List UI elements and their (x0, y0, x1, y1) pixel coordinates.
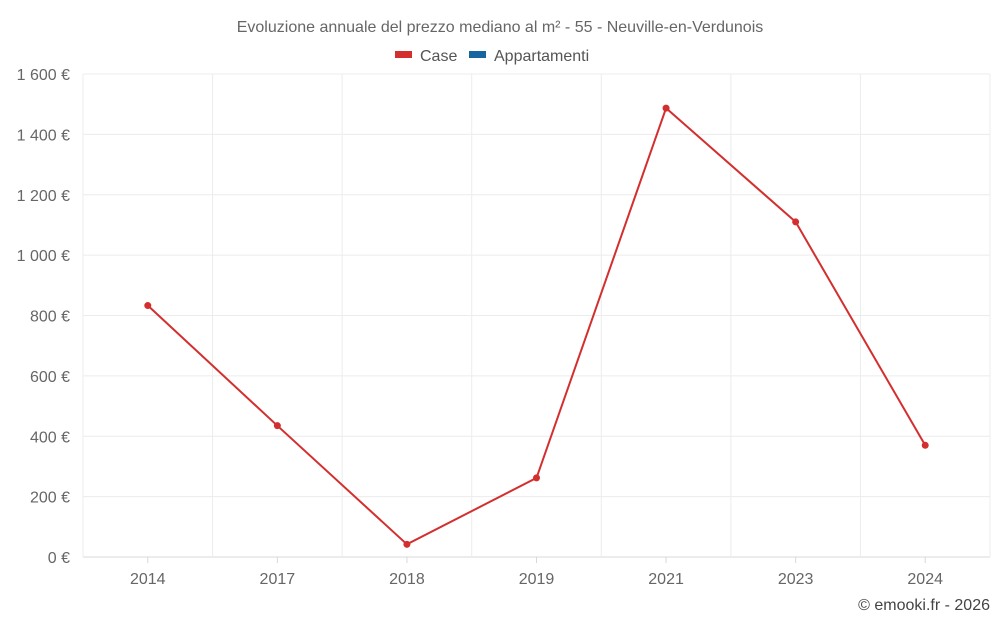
data-point-case[interactable] (273, 422, 281, 430)
data-point-case[interactable] (921, 441, 929, 449)
data-point-case[interactable] (792, 218, 800, 226)
data-point-case[interactable] (533, 474, 540, 482)
legend: Case Appartamenti (395, 48, 589, 65)
y-axis: 0 € 200 € 400 € 600 € 800 € 1 000 € 1 200 € 1 4… (17, 67, 70, 567)
x-tick-label: 2017 (260, 571, 296, 588)
y-tick-label: 1 200 € (17, 188, 70, 205)
series-layer (144, 104, 929, 548)
y-tick-label: 1 600 € (17, 67, 70, 84)
chart-title: Evoluzione annuale del prezzo mediano al… (237, 19, 764, 36)
y-tick-label: 200 € (30, 490, 70, 507)
x-tick-label: 2021 (648, 571, 684, 588)
y-tick-label: 600 € (30, 369, 70, 386)
y-tick-label: 1 400 € (17, 127, 70, 144)
legend-label-appartamenti: Appartamenti (494, 48, 589, 65)
data-point-case[interactable] (662, 104, 670, 112)
x-tick-label: 2014 (130, 571, 166, 588)
data-point-case[interactable] (403, 540, 411, 548)
legend-swatch-appartamenti (469, 51, 486, 58)
x-tick-label: 2018 (389, 571, 425, 588)
x-axis: 2014 2017 2018 2019 2021 2023 2024 (130, 557, 943, 588)
legend-swatch-case (395, 51, 412, 58)
legend-label-case: Case (420, 48, 457, 65)
legend-item-appartamenti[interactable]: Appartamenti (469, 48, 589, 65)
y-tick-label: 1 000 € (17, 248, 70, 265)
credit-text: © emooki.fr - 2026 (858, 597, 990, 614)
y-tick-label: 800 € (30, 309, 70, 326)
x-tick-label: 2019 (519, 571, 555, 588)
x-tick-label: 2024 (907, 571, 943, 588)
legend-item-case[interactable]: Case (395, 48, 457, 65)
grid (82, 73, 991, 558)
y-tick-label: 0 € (48, 550, 70, 567)
x-tick-label: 2023 (778, 571, 814, 588)
y-tick-label: 400 € (30, 429, 70, 446)
data-point-case[interactable] (144, 302, 152, 310)
